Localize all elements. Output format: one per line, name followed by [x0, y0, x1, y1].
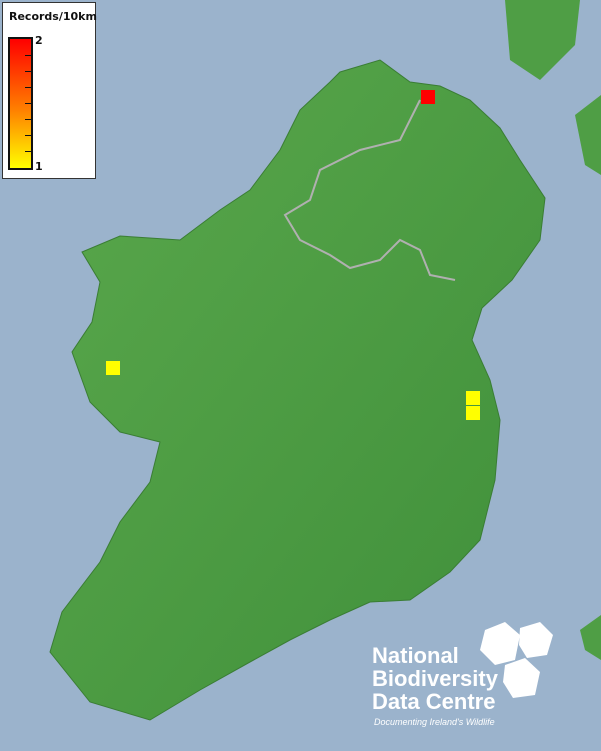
record-square[interactable]	[421, 90, 435, 104]
nbdc-logo-icon	[480, 622, 553, 698]
britain-coast	[580, 615, 601, 660]
scotland-landmass	[505, 0, 580, 80]
legend-title: Records/10km	[9, 10, 97, 23]
legend-max-label: 2	[35, 34, 43, 47]
nbdc-tagline: Documenting Ireland's Wildlife	[374, 717, 495, 727]
border-line	[283, 99, 456, 281]
ireland-landmass	[49, 59, 546, 721]
nbdc-logo-text: National Biodiversity Data Centre	[372, 643, 498, 714]
record-square[interactable]	[466, 406, 480, 420]
record-square[interactable]	[106, 361, 120, 375]
scotland-island	[575, 95, 601, 175]
legend: Records/10km 2 1	[2, 2, 97, 179]
record-square[interactable]	[466, 391, 480, 405]
legend-color-bar	[8, 37, 33, 170]
legend-min-label: 1	[35, 160, 43, 173]
